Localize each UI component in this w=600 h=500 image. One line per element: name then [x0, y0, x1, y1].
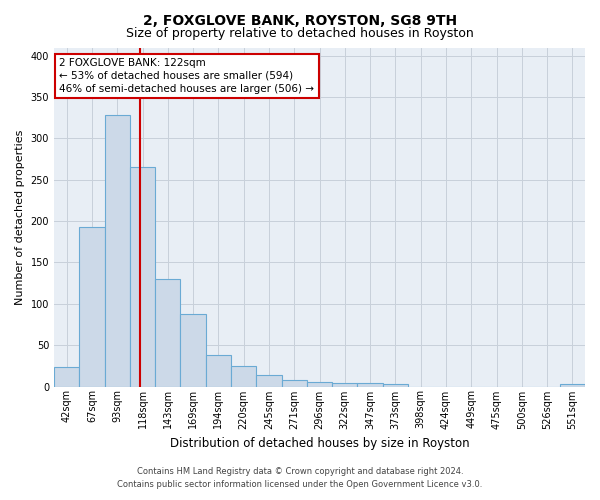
Text: 2, FOXGLOVE BANK, ROYSTON, SG8 9TH: 2, FOXGLOVE BANK, ROYSTON, SG8 9TH — [143, 14, 457, 28]
Bar — [79, 227, 104, 386]
Bar — [130, 168, 155, 386]
Y-axis label: Number of detached properties: Number of detached properties — [15, 130, 25, 304]
Bar — [307, 382, 332, 386]
Bar — [155, 279, 181, 386]
Bar — [104, 116, 130, 386]
Bar — [256, 375, 281, 386]
Text: Contains HM Land Registry data © Crown copyright and database right 2024.
Contai: Contains HM Land Registry data © Crown c… — [118, 468, 482, 489]
Bar — [560, 384, 585, 386]
Bar — [231, 366, 256, 386]
X-axis label: Distribution of detached houses by size in Royston: Distribution of detached houses by size … — [170, 437, 469, 450]
Bar — [383, 384, 408, 386]
Text: 2 FOXGLOVE BANK: 122sqm
← 53% of detached houses are smaller (594)
46% of semi-d: 2 FOXGLOVE BANK: 122sqm ← 53% of detache… — [59, 58, 314, 94]
Text: Size of property relative to detached houses in Royston: Size of property relative to detached ho… — [126, 27, 474, 40]
Bar — [54, 368, 79, 386]
Bar — [332, 383, 358, 386]
Bar — [358, 383, 383, 386]
Bar — [206, 355, 231, 386]
Bar — [281, 380, 307, 386]
Bar — [181, 314, 206, 386]
